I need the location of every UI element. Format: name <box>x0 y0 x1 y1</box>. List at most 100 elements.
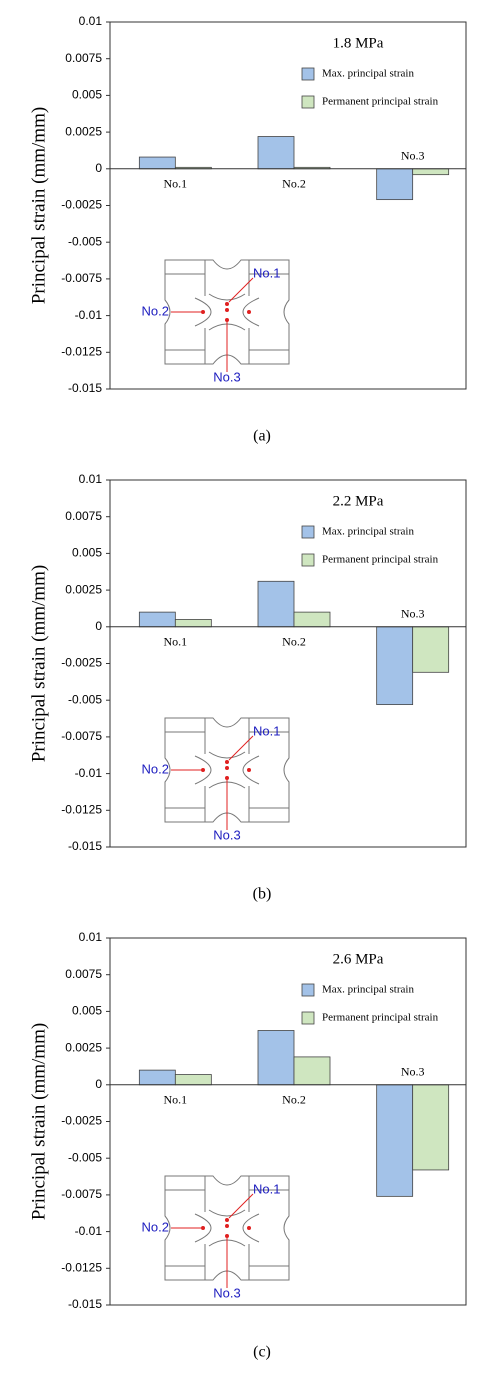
inset-outline <box>164 259 290 365</box>
legend-swatch <box>301 553 315 567</box>
legend-swatch <box>301 525 315 539</box>
category-label: No.1 <box>163 635 187 649</box>
y-tick-label: -0.0075 <box>61 271 102 285</box>
inset-label: No.3 <box>213 369 240 384</box>
y-tick-label: -0.0025 <box>61 1114 102 1128</box>
category-label: No.1 <box>163 177 187 191</box>
legend-label: Max. principal strain <box>322 68 414 80</box>
y-axis-label: Principal strain (mm/mm) <box>28 1023 49 1220</box>
legend-swatch <box>301 67 315 81</box>
bar <box>257 580 295 628</box>
bar <box>376 626 414 706</box>
y-tick-label: 0.0025 <box>65 1040 102 1054</box>
y-tick-label: 0.0075 <box>65 509 102 523</box>
legend-swatch <box>301 1011 315 1025</box>
y-tick-label: 0.005 <box>72 88 102 102</box>
inset-label: No.2 <box>142 303 169 318</box>
legend-label: Max. principal strain <box>322 984 414 996</box>
category-label: No.1 <box>163 1093 187 1107</box>
inset-dot <box>247 310 251 314</box>
y-axis-label: Principal strain (mm/mm) <box>28 565 49 762</box>
inset-curve <box>208 751 246 759</box>
inset-label: No.3 <box>213 827 240 842</box>
inset-dot <box>225 318 229 322</box>
y-tick-label: 0.01 <box>79 14 103 28</box>
y-tick-label: 0 <box>95 1077 102 1091</box>
y-tick-label: -0.015 <box>68 839 102 853</box>
bar <box>257 136 295 170</box>
y-tick-label: -0.01 <box>75 766 103 780</box>
inset-dot <box>225 1234 229 1238</box>
bar <box>257 1030 295 1086</box>
category-label: No.2 <box>282 1093 306 1107</box>
y-tick-label: -0.01 <box>75 308 103 322</box>
y-tick-label: -0.005 <box>68 234 102 248</box>
inset-dot <box>225 302 229 306</box>
bar <box>138 611 176 628</box>
inset-dot <box>225 1224 229 1228</box>
y-tick-label: 0.005 <box>72 1004 102 1018</box>
inset-curve <box>208 293 246 301</box>
inset-dot <box>225 776 229 780</box>
inset-dot <box>225 1218 229 1222</box>
y-tick-label: 0 <box>95 161 102 175</box>
inset-outline <box>164 1175 290 1281</box>
legend-swatch <box>301 983 315 997</box>
y-tick-label: -0.0025 <box>61 198 102 212</box>
legend-label: Max. principal strain <box>322 526 414 538</box>
inset-curve <box>208 1209 246 1217</box>
inset-curve <box>194 297 212 327</box>
inset-dot <box>247 1226 251 1230</box>
bar <box>293 1056 331 1086</box>
legend-label: Permanent principal strain <box>322 96 439 108</box>
y-tick-label: -0.0125 <box>61 344 102 358</box>
inset-label: No.3 <box>213 1285 240 1300</box>
inset-dot <box>225 308 229 312</box>
y-tick-label: -0.01 <box>75 1224 103 1238</box>
chart-title: 1.8 MPa <box>333 35 384 51</box>
y-tick-label: 0 <box>95 619 102 633</box>
bar <box>376 1084 414 1197</box>
inset-label: No.2 <box>142 1219 169 1234</box>
caption: (b) <box>253 886 272 903</box>
inset-dot <box>201 1226 205 1230</box>
y-tick-label: -0.0025 <box>61 656 102 670</box>
y-tick-label: -0.015 <box>68 1297 102 1311</box>
bar <box>138 156 176 170</box>
category-label: No.2 <box>282 177 306 191</box>
y-tick-label: 0.0025 <box>65 124 102 138</box>
y-tick-label: -0.0075 <box>61 1187 102 1201</box>
y-tick-label: -0.005 <box>68 1150 102 1164</box>
caption: (a) <box>253 428 271 445</box>
inset-outline <box>164 717 290 823</box>
y-tick-label: 0.0075 <box>65 967 102 981</box>
inset-dot <box>225 760 229 764</box>
legend-label: Permanent principal strain <box>322 1012 439 1024</box>
chart-title: 2.6 MPa <box>333 951 384 967</box>
y-tick-label: 0.01 <box>79 930 103 944</box>
y-tick-label: -0.0125 <box>61 802 102 816</box>
inset-label: No.2 <box>142 761 169 776</box>
y-tick-label: 0.005 <box>72 546 102 560</box>
bar <box>293 611 331 628</box>
inset-arrow <box>228 277 254 303</box>
y-tick-label: -0.0075 <box>61 729 102 743</box>
bar <box>174 1074 212 1086</box>
y-tick-label: -0.005 <box>68 692 102 706</box>
inset-arrow <box>228 1193 254 1219</box>
bar <box>376 168 414 201</box>
chart-title: 2.2 MPa <box>333 493 384 509</box>
inset-dot <box>247 768 251 772</box>
category-label: No.3 <box>401 1065 425 1079</box>
bar <box>174 619 212 628</box>
y-tick-label: 0.0025 <box>65 582 102 596</box>
inset-label: No.1 <box>253 723 280 738</box>
inset-diagram: No.1 No.2 No.3 <box>142 259 290 384</box>
inset-diagram: No.1 No.2 No.3 <box>142 1175 290 1300</box>
bar <box>412 1084 450 1171</box>
inset-curve <box>194 1213 212 1243</box>
bar <box>412 168 450 176</box>
inset-dot <box>201 768 205 772</box>
category-label: No.3 <box>401 607 425 621</box>
